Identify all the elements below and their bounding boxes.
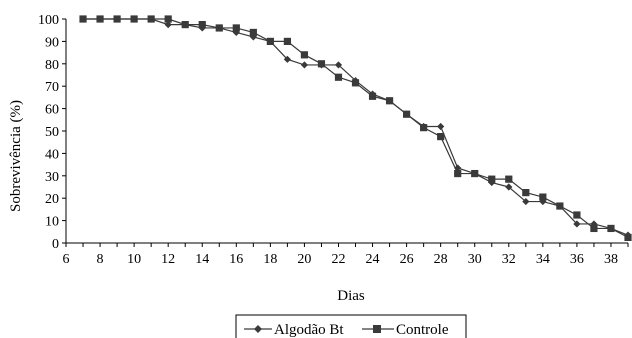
x-tick-label: 16 — [229, 252, 243, 267]
data-point-controle — [283, 37, 291, 45]
axes — [65, 19, 628, 244]
data-point-algodao-bt — [300, 61, 309, 69]
y-tick-label: 0 — [52, 237, 59, 252]
legend-box — [235, 314, 467, 338]
x-axis-title: Dias — [337, 288, 365, 304]
data-point-controle — [96, 15, 104, 23]
data-point-controle — [334, 73, 343, 81]
data-point-controle — [147, 15, 155, 23]
x-tick-label: 26 — [400, 252, 414, 267]
data-point-controle — [215, 24, 223, 32]
x-tick-label: 14 — [195, 252, 209, 267]
data-point-algodao-bt — [437, 122, 445, 131]
data-point-controle — [232, 24, 240, 32]
data-point-controle — [607, 224, 615, 233]
y-tick-label: 80 — [45, 58, 59, 73]
series-line-controle — [83, 18, 629, 238]
data-point-controle — [522, 189, 530, 197]
data-point-controle — [249, 28, 257, 37]
x-tick-label: 18 — [263, 252, 277, 267]
y-axis-ticks: 0 10 20 30 40 50 60 70 80 90 100 — [38, 13, 66, 252]
y-tick-label: 60 — [45, 103, 59, 118]
x-tick-label: 34 — [536, 252, 550, 267]
data-point-algodao-bt — [522, 197, 530, 206]
series-algodao-bt — [79, 15, 632, 239]
x-tick-label: 12 — [161, 252, 175, 267]
y-tick-label: 10 — [45, 215, 59, 230]
data-point-controle — [113, 15, 121, 23]
data-point-controle — [471, 169, 479, 178]
x-tick-label: 32 — [502, 252, 516, 267]
legend-diamond-marker — [254, 325, 262, 333]
x-tick-label: 8 — [97, 252, 104, 267]
data-point-controle — [539, 193, 547, 201]
data-point-controle — [266, 37, 274, 45]
data-point-controle — [300, 51, 309, 59]
y-axis-title: Sobrevivência (%) — [8, 100, 24, 212]
y-tick-label: 100 — [38, 13, 59, 28]
series-controle — [79, 15, 632, 241]
data-point-controle — [556, 202, 564, 210]
data-point-controle — [198, 21, 206, 29]
x-axis-ticks: 6 8 10 12 14 16 18 20 22 24 26 28 30 32 34 36 38 — [63, 243, 629, 267]
series-line-algodao-bt — [83, 18, 629, 236]
data-point-controle — [368, 92, 377, 100]
data-point-controle — [573, 211, 581, 219]
data-point-controle — [505, 175, 513, 183]
x-tick-label: 30 — [468, 252, 482, 267]
x-tick-label: 20 — [297, 252, 311, 267]
data-point-algodao-bt — [164, 21, 172, 29]
data-point-controle — [130, 15, 138, 23]
x-tick-label: 38 — [604, 252, 618, 267]
data-point-algodao-bt — [505, 183, 513, 191]
data-point-controle — [385, 97, 394, 105]
legend-label-controle: Controle — [396, 322, 449, 338]
x-tick-label: 24 — [366, 252, 380, 267]
data-point-controle — [437, 133, 445, 141]
data-point-controle — [590, 224, 598, 233]
data-point-controle — [403, 110, 411, 118]
legend-entry-algodao-bt: Algodão Bt — [244, 322, 344, 338]
legend-square-marker — [373, 325, 381, 333]
x-tick-label: 22 — [331, 252, 345, 267]
data-point-algodao-bt — [283, 55, 291, 63]
data-point-algodao-bt — [334, 61, 343, 69]
x-tick-label: 6 — [63, 252, 70, 267]
x-tick-label: 10 — [127, 252, 141, 267]
y-tick-label: 70 — [45, 80, 59, 95]
data-point-controle — [624, 233, 632, 241]
y-tick-label: 90 — [45, 35, 59, 50]
legend-label-algodao-bt: Algodão Bt — [274, 322, 344, 338]
data-point-algodao-bt — [249, 33, 257, 41]
y-tick-label: 30 — [45, 170, 59, 185]
x-tick-label: 28 — [434, 252, 448, 267]
data-point-controle — [351, 79, 360, 87]
legend-entry-controle: Controle — [362, 322, 449, 338]
series-group — [79, 15, 632, 241]
data-point-controle — [317, 60, 326, 68]
data-point-controle — [79, 15, 87, 23]
y-tick-label: 20 — [45, 192, 59, 207]
y-tick-label: 50 — [45, 125, 59, 140]
data-point-controle — [164, 15, 172, 23]
data-point-controle — [454, 169, 462, 178]
data-point-controle — [181, 21, 189, 29]
x-tick-label: 36 — [570, 252, 584, 267]
data-point-controle — [488, 175, 496, 183]
legend: Algodão Bt Controle — [235, 314, 467, 338]
data-point-algodao-bt — [573, 220, 581, 228]
y-tick-label: 40 — [45, 147, 59, 162]
data-point-controle — [420, 124, 428, 132]
